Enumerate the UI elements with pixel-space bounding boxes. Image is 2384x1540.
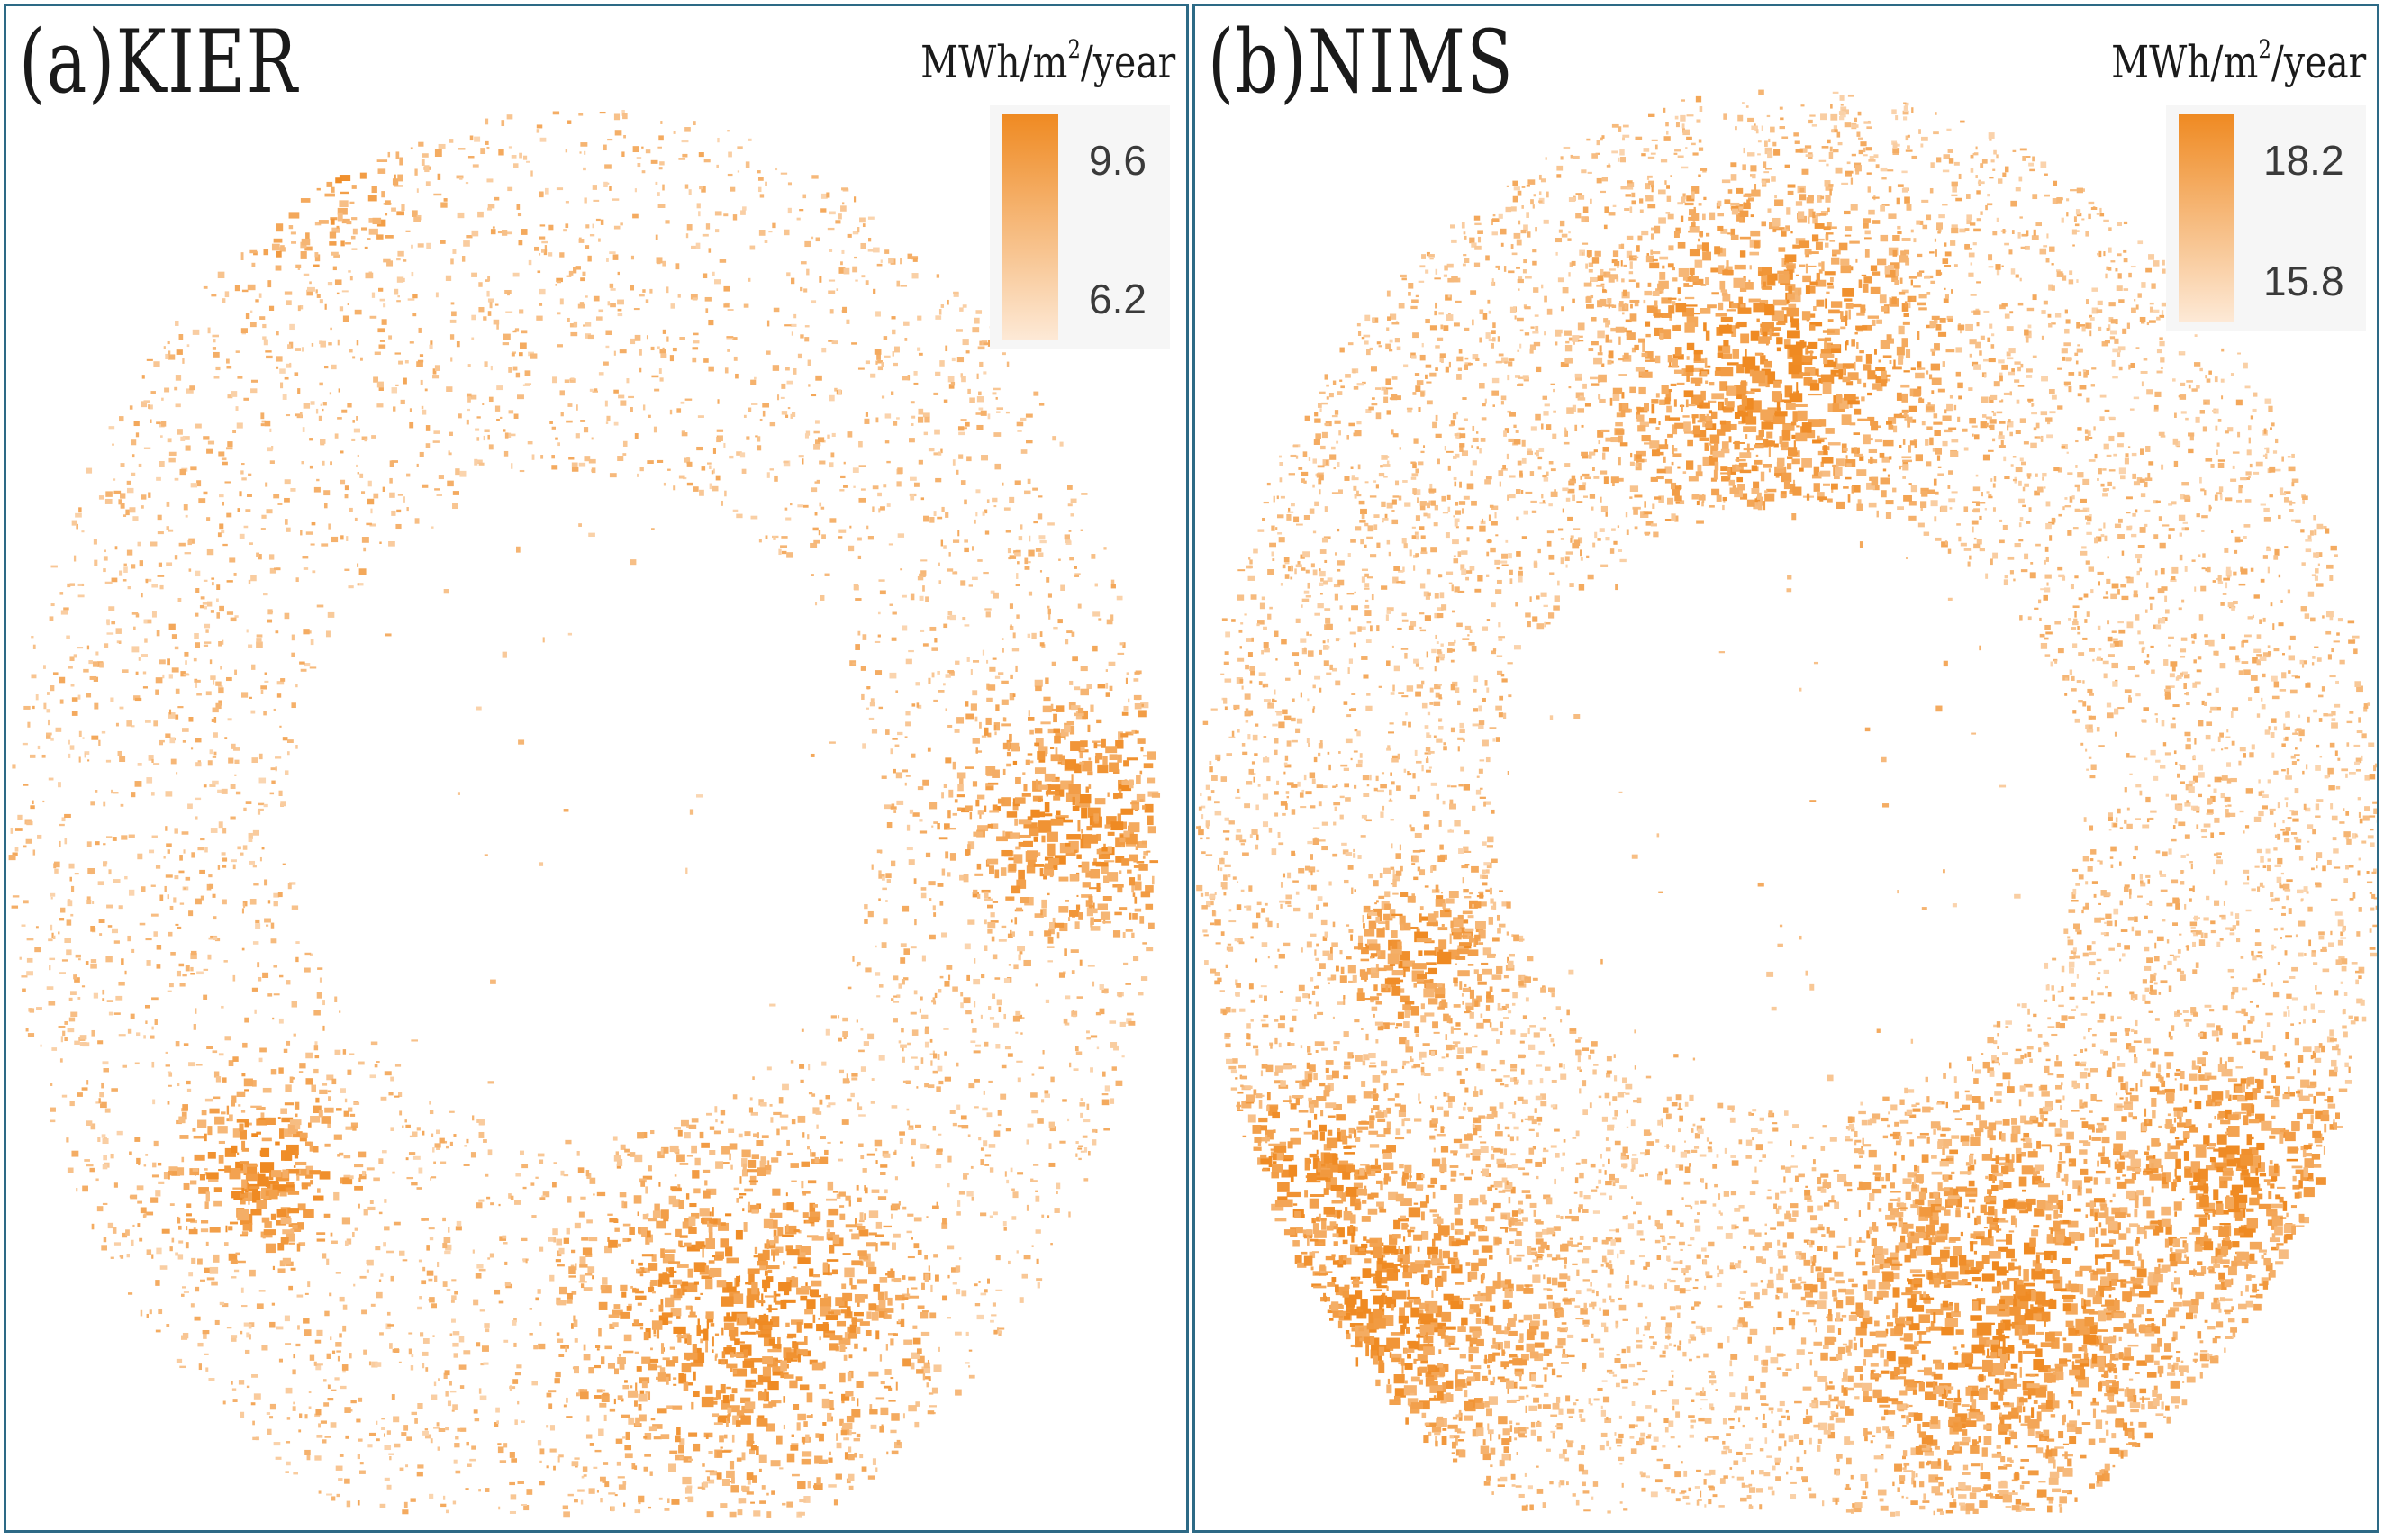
land-parcels-layer bbox=[8, 109, 1161, 1518]
legend-color-ramp bbox=[1002, 114, 1058, 340]
solar-potential-map-kier bbox=[8, 109, 1161, 1518]
map-panel-nims: (b)NIMS MWh/m2/year 18.2 15.8 bbox=[1192, 4, 2379, 1533]
panel-title: (b)NIMS bbox=[1208, 12, 1515, 113]
legend-color-ramp bbox=[2179, 114, 2234, 322]
color-legend: 9.6 6.2 bbox=[990, 105, 1170, 349]
color-legend: 18.2 15.8 bbox=[2166, 105, 2366, 331]
panel-title: (a)KIER bbox=[19, 12, 299, 113]
legend-min-value: 6.2 bbox=[1089, 276, 1147, 322]
legend-unit-label: MWh/m2/year bbox=[2110, 34, 2366, 88]
legend-min-value: 15.8 bbox=[2263, 258, 2344, 304]
solar-potential-map-nims bbox=[1196, 89, 2377, 1517]
legend-max-value: 18.2 bbox=[2263, 137, 2344, 184]
map-panel-kier: (a)KIER MWh/m2/year 9.6 6.2 bbox=[4, 4, 1189, 1533]
land-parcels-layer bbox=[1196, 89, 2377, 1517]
legend-unit-label: MWh/m2/year bbox=[920, 34, 1175, 88]
legend-max-value: 9.6 bbox=[1089, 137, 1147, 184]
